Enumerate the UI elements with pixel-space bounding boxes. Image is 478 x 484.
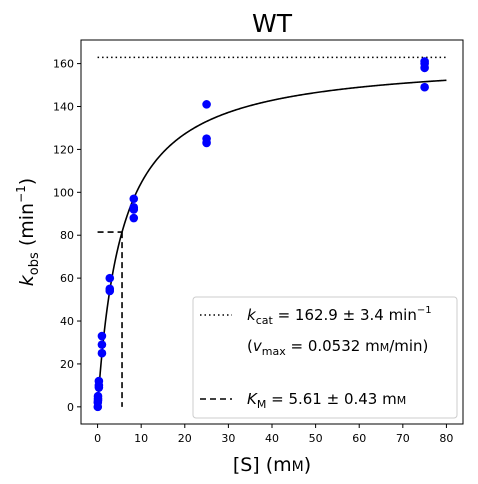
x-ticks: 0 10 20 30 40 50 60 70 80 <box>94 424 453 445</box>
y-tick-label: 0 <box>67 401 74 414</box>
fit-curve-layer <box>96 79 447 407</box>
x-tick-label: 60 <box>352 432 366 445</box>
y-tick-label: 100 <box>53 186 74 199</box>
data-point <box>97 331 107 341</box>
y-tick-label: 140 <box>53 101 74 114</box>
x-tick-label: 80 <box>439 432 453 445</box>
legend-km-label: KM = 5.61 ± 0.43 mM <box>247 390 406 411</box>
data-point <box>129 194 139 204</box>
x-tick-label: 0 <box>94 432 101 445</box>
x-tick-label: 40 <box>265 432 279 445</box>
x-tick-label: 30 <box>221 432 235 445</box>
legend-frame <box>192 296 458 419</box>
x-tick-label: 50 <box>309 432 323 445</box>
data-point <box>420 57 429 66</box>
y-tick-label: 160 <box>53 58 74 71</box>
x-tick-label: 10 <box>134 432 148 445</box>
data-point <box>105 273 115 283</box>
y-tick-label: 20 <box>60 358 74 371</box>
y-tick-label: 120 <box>53 143 74 156</box>
data-point <box>93 391 103 401</box>
y-ticks: 0 20 40 60 80 100 120 140 160 <box>53 58 81 414</box>
x-tick-label: 70 <box>396 432 410 445</box>
points-layer <box>93 57 429 412</box>
x-axis-label: [S] (mM) <box>233 454 311 476</box>
chart-title: WT <box>252 9 293 38</box>
x-tick-label: 20 <box>178 432 192 445</box>
data-point <box>105 284 115 294</box>
data-point <box>202 134 211 143</box>
legend: kcat = 162.9 ± 3.4 min−1 (vmax = 0.0532 … <box>192 296 458 419</box>
fit-curve <box>96 79 447 407</box>
data-point <box>202 100 211 109</box>
km-marker-layer <box>97 231 123 407</box>
data-point <box>97 348 107 358</box>
data-point <box>129 213 139 223</box>
y-tick-label: 80 <box>60 229 74 242</box>
data-point <box>94 376 104 386</box>
y-axis-label: kobs (min−1) <box>14 178 42 286</box>
data-point <box>420 82 429 92</box>
y-tick-label: 60 <box>60 272 74 285</box>
data-point <box>97 340 107 349</box>
y-tick-label: 40 <box>60 315 74 328</box>
data-point <box>129 203 139 212</box>
legend-vmax-label: (vmax = 0.0532 mM/min) <box>247 337 428 358</box>
legend-kcat-label: kcat = 162.9 ± 3.4 min−1 <box>247 305 432 327</box>
